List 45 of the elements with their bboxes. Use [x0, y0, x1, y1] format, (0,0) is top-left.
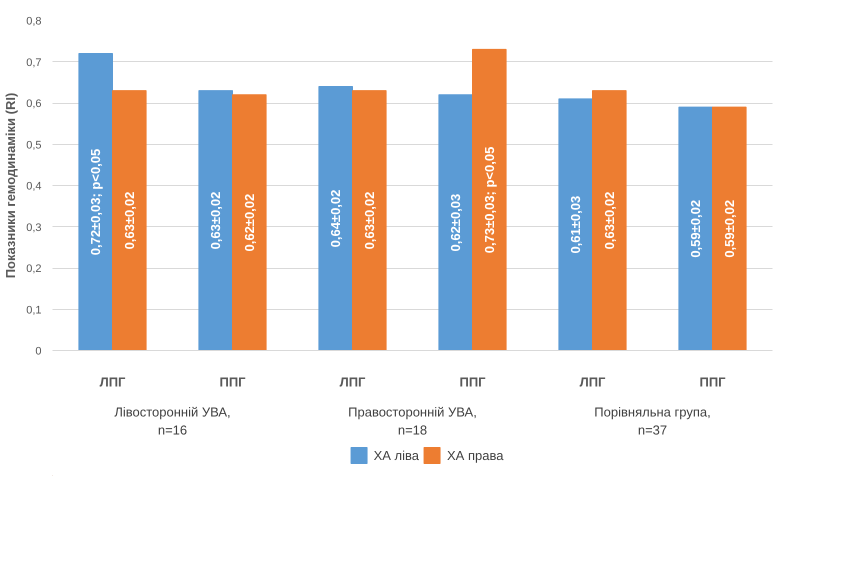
bar	[112, 90, 147, 350]
data-label: 0,63±0,02	[602, 192, 617, 250]
bar	[472, 48, 507, 350]
bar	[712, 106, 747, 350]
data-label: 0,63±0,02	[208, 192, 224, 250]
bar	[592, 90, 627, 350]
data-label: 0,63±0,02	[122, 192, 137, 250]
bar	[678, 106, 713, 350]
data-label: 0,64±0,02	[328, 190, 344, 248]
text: Порівняльна група, n=37	[594, 404, 711, 438]
bar	[78, 53, 113, 350]
data-label: 0,59±0,02	[688, 200, 704, 258]
y-tick-label: 0,5	[26, 139, 42, 152]
x-tick-label: ППГ	[219, 374, 246, 390]
data-label: 0,62±0,03	[448, 194, 464, 252]
y-tick-label: 0,6	[26, 98, 42, 110]
data-label: 0,63±0,02	[362, 192, 377, 250]
y-axis-title: Показники гемодинаміки (RI)	[3, 92, 18, 278]
x-tick-label: ЛПГ	[340, 374, 366, 390]
y-tick-label: 0	[35, 346, 42, 358]
x-tick-label: ППГ	[459, 374, 486, 390]
data-label: 0,59±0,02	[722, 200, 737, 258]
bar	[558, 98, 593, 350]
legend-label: ХА права	[446, 448, 504, 462]
text: Лівосторонній УВА, n=16	[114, 404, 231, 438]
bar	[232, 94, 267, 350]
text: Правосторонній УВА, n=18	[348, 404, 477, 438]
y-tick-label: 0,3	[26, 222, 42, 234]
y-tick-label: 0,7	[26, 56, 42, 69]
x-tick-label: ЛПГ	[100, 374, 126, 390]
bar	[352, 90, 387, 350]
legend-label: ХА ліва	[374, 448, 419, 462]
bar	[318, 86, 353, 350]
bar	[198, 90, 233, 350]
x-tick-label: ППГ	[699, 374, 726, 390]
y-tick-label: 0,4	[26, 180, 42, 192]
x-tick-label: ЛПГ	[580, 374, 606, 390]
y-tick-label: 0,1	[26, 304, 42, 316]
data-label: 0,62±0,02	[242, 194, 257, 252]
bar	[438, 94, 473, 350]
y-tick-label: 0,2	[26, 263, 42, 275]
data-label: 0,72±0,03; p<0,05	[88, 148, 104, 256]
data-label: 0,73±0,03; p<0,05	[482, 146, 497, 254]
y-tick-label: 0,8	[26, 16, 42, 28]
data-label: 0,61±0,03	[568, 196, 584, 254]
